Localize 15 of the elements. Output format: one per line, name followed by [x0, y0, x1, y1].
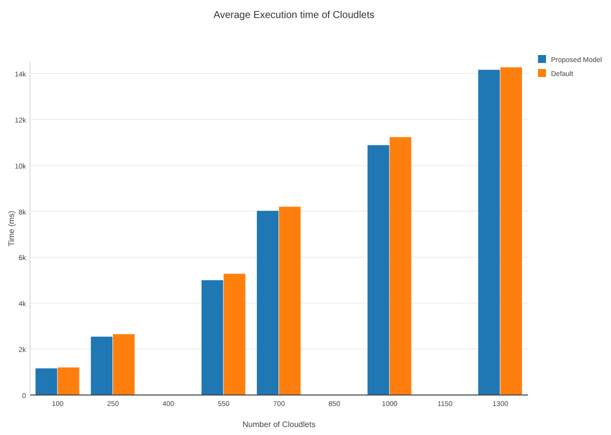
bar — [256, 210, 278, 395]
bar — [390, 137, 412, 395]
bar — [202, 280, 224, 395]
bar — [279, 206, 301, 395]
bar — [224, 274, 246, 395]
bar — [58, 367, 80, 395]
bar — [90, 336, 112, 395]
chart-title: Average Execution time of Cloudlets — [213, 10, 375, 21]
bar — [478, 70, 500, 395]
x-axis-title: Number of Cloudlets — [242, 420, 316, 429]
y-axis-title: Time (ms) — [7, 210, 16, 246]
bar — [36, 368, 58, 395]
bar — [113, 334, 135, 395]
bar — [368, 145, 390, 395]
bar — [500, 67, 522, 395]
